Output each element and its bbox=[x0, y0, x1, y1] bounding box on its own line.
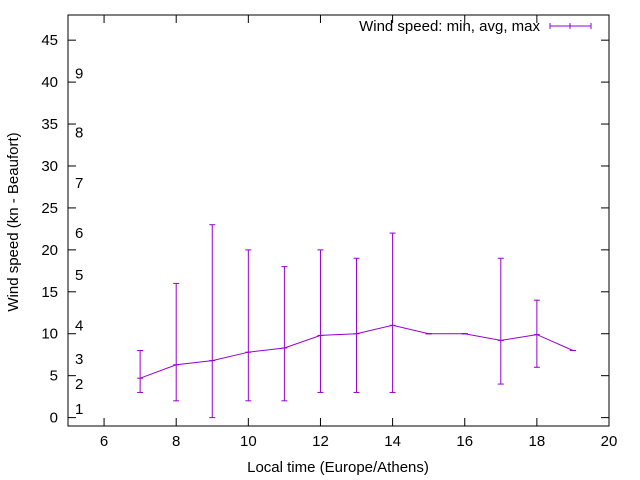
y-tick-label: 45 bbox=[41, 32, 58, 49]
beaufort-label: 9 bbox=[75, 66, 83, 83]
y-tick-label: 35 bbox=[41, 116, 58, 133]
y-tick-label: 30 bbox=[41, 158, 58, 175]
y-tick-label: 10 bbox=[41, 326, 58, 343]
x-tick-label: 6 bbox=[100, 433, 108, 450]
beaufort-label: 3 bbox=[75, 351, 83, 368]
y-tick-label: 40 bbox=[41, 74, 58, 91]
y-tick-label: 15 bbox=[41, 284, 58, 301]
plot-border bbox=[67, 14, 610, 427]
x-axis-label: Local time (Europe/Athens) bbox=[247, 459, 429, 476]
y-tick-label: 20 bbox=[41, 242, 58, 259]
y-axis-label: Wind speed (kn - Beaufort) bbox=[5, 132, 22, 311]
y-tick-label: 25 bbox=[41, 200, 58, 217]
legend-label: Wind speed: min, avg, max bbox=[359, 18, 540, 35]
x-tick-label: 10 bbox=[240, 433, 257, 450]
x-tick-label: 12 bbox=[312, 433, 329, 450]
beaufort-label: 8 bbox=[75, 124, 83, 141]
x-tick-label: 14 bbox=[384, 433, 401, 450]
x-tick-label: 16 bbox=[456, 433, 473, 450]
beaufort-label: 5 bbox=[75, 267, 83, 284]
y-tick-label: 0 bbox=[50, 410, 58, 427]
beaufort-label: 6 bbox=[75, 225, 83, 242]
beaufort-label: 7 bbox=[75, 175, 83, 192]
x-tick-label: 20 bbox=[601, 433, 618, 450]
beaufort-label: 1 bbox=[75, 401, 83, 418]
x-tick-label: 8 bbox=[172, 433, 180, 450]
x-tick-label: 18 bbox=[529, 433, 546, 450]
beaufort-label: 4 bbox=[75, 317, 83, 334]
beaufort-label: 2 bbox=[75, 376, 83, 393]
series-layer bbox=[137, 224, 576, 419]
legend: Wind speed: min, avg, max bbox=[359, 18, 592, 35]
y-tick-label: 5 bbox=[50, 368, 58, 385]
